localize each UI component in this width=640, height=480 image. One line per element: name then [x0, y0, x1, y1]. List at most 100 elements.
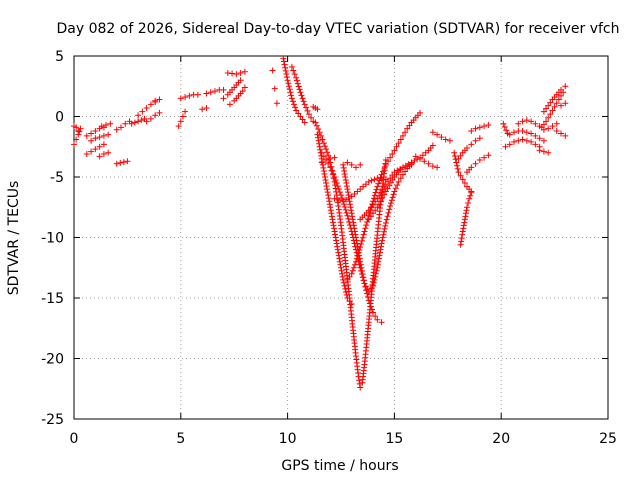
- data-point: [350, 219, 357, 226]
- series-arc-02: [71, 123, 82, 135]
- data-point: [381, 225, 388, 232]
- data-point: [378, 240, 385, 247]
- data-point: [327, 204, 334, 211]
- data-point: [506, 131, 513, 138]
- data-point: [360, 277, 367, 284]
- data-point: [388, 197, 395, 204]
- data-point: [321, 143, 328, 150]
- data-point: [372, 198, 379, 205]
- data-point: [241, 68, 248, 75]
- series-arc-25: [288, 63, 317, 125]
- y-tick-label: -5: [50, 170, 64, 186]
- data-point: [538, 124, 545, 131]
- data-point: [293, 74, 300, 81]
- data-point: [226, 101, 233, 108]
- data-point: [543, 118, 550, 125]
- data-point: [502, 143, 509, 150]
- data-point: [349, 267, 356, 274]
- data-point: [468, 189, 475, 196]
- data-point: [237, 69, 244, 76]
- data-point: [466, 195, 473, 202]
- data-point: [336, 258, 343, 265]
- data-point: [347, 204, 354, 211]
- data-point: [335, 196, 342, 203]
- data-point: [342, 206, 349, 213]
- data-point: [357, 261, 364, 268]
- data-point: [434, 164, 441, 171]
- data-point: [377, 246, 384, 253]
- data-point: [367, 213, 374, 220]
- x-tick-label: 0: [70, 431, 79, 447]
- data-point: [338, 264, 344, 271]
- data-point: [457, 241, 464, 248]
- data-point: [177, 118, 184, 125]
- y-tick-label: -15: [41, 291, 64, 307]
- data-point: [348, 210, 355, 217]
- data-point: [372, 207, 379, 214]
- data-point: [316, 143, 323, 150]
- data-point: [73, 136, 80, 143]
- data-point: [395, 178, 402, 185]
- data-point: [347, 201, 354, 208]
- data-point: [343, 180, 350, 187]
- data-point: [353, 255, 360, 262]
- data-point: [71, 141, 77, 148]
- data-point: [348, 161, 355, 168]
- data-point: [374, 204, 381, 211]
- data-point: [73, 124, 80, 131]
- data-point: [434, 131, 441, 138]
- data-point: [331, 195, 338, 202]
- series-arc-06: [96, 149, 112, 160]
- data-point: [342, 288, 349, 295]
- data-point: [156, 96, 163, 103]
- series-arc-36: [365, 142, 436, 223]
- data-point: [337, 261, 344, 268]
- data-point: [280, 58, 287, 65]
- data-point: [528, 138, 535, 145]
- data-point: [182, 108, 189, 115]
- series-arc-19: [226, 84, 248, 108]
- data-point: [358, 237, 365, 244]
- data-point: [333, 240, 340, 247]
- data-point: [325, 152, 332, 159]
- series-arc-40: [457, 189, 475, 248]
- data-point: [371, 176, 378, 183]
- data-point: [462, 210, 469, 217]
- data-point: [373, 186, 380, 193]
- data-point: [282, 67, 289, 74]
- data-point: [319, 136, 326, 143]
- data-point: [390, 191, 397, 198]
- data-point: [346, 298, 353, 305]
- data-point: [375, 255, 382, 262]
- data-point: [285, 80, 292, 87]
- data-point: [220, 86, 227, 93]
- data-point: [397, 175, 404, 182]
- data-point: [327, 164, 334, 171]
- data-point: [359, 271, 366, 278]
- data-point: [378, 243, 385, 250]
- data-point: [147, 101, 154, 108]
- data-point: [370, 210, 377, 217]
- data-point: [376, 249, 383, 256]
- data-point: [551, 103, 558, 110]
- data-point: [288, 92, 295, 99]
- series-arc-07: [98, 120, 114, 130]
- data-point: [357, 244, 364, 251]
- data-point: [562, 132, 569, 139]
- data-point: [340, 161, 347, 168]
- data-point: [135, 118, 142, 125]
- data-point: [318, 159, 325, 166]
- data-point: [328, 210, 335, 217]
- data-point: [344, 295, 351, 301]
- data-point: [374, 183, 381, 190]
- data-point: [355, 249, 362, 256]
- data-point: [519, 128, 526, 135]
- data-point: [143, 105, 150, 112]
- tick-labels: 0 5 10 15 20 25 -25 -20 -15 -10 -5 0 5: [41, 49, 617, 447]
- data-point: [361, 228, 368, 235]
- data-point: [368, 306, 375, 313]
- data-point: [297, 113, 304, 120]
- grid-lines: [74, 56, 608, 419]
- data-point: [194, 91, 201, 98]
- data-point: [377, 197, 384, 204]
